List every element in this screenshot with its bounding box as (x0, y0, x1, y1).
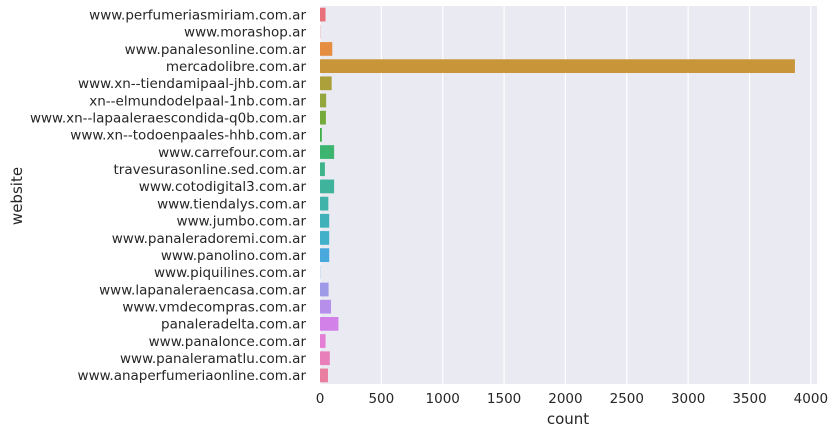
y-tick-label: panaleradelta.com.ar (161, 317, 306, 333)
y-tick-label: www.tiendalys.com.ar (157, 196, 306, 212)
x-tick-label: 500 (368, 391, 394, 407)
y-tick-label: www.panalesonline.com.ar (125, 42, 307, 58)
y-tick-label: www.panaleramatlu.com.ar (120, 351, 306, 367)
bar (320, 282, 329, 297)
bar (320, 110, 326, 125)
y-tick-label: www.vmdecompras.com.ar (122, 299, 306, 315)
x-tick-labels: 0 500 1000 1500 2000 2500 3000 3500 4000 (316, 391, 828, 407)
bar (320, 162, 325, 177)
bar (320, 76, 332, 91)
y-tick-label: xn--elmundodelpaal-1nb.com.ar (89, 93, 306, 109)
y-tick-label: www.xn--lapaaleraescondida-q0b.com.ar (30, 110, 307, 126)
y-tick-labels: www.perfumeriasmiriam.com.ar www.morashop… (30, 7, 307, 384)
bar (320, 213, 330, 228)
y-axis-label: website (8, 167, 26, 225)
x-tick-label: 2500 (610, 391, 644, 407)
y-tick-label: www.lapanaleraencasa.com.ar (99, 282, 306, 298)
bar (320, 42, 333, 56)
y-tick-label: www.xn--tiendamipaal-jhb.com.ar (78, 76, 306, 92)
x-tick-label: 3500 (732, 391, 766, 407)
bar (320, 248, 330, 263)
bar (320, 179, 335, 194)
bar (320, 368, 328, 383)
y-tick-label: travesurasonline.sed.com.ar (114, 162, 307, 178)
bar (320, 93, 327, 108)
bar (320, 316, 339, 331)
y-tick-label: www.jumbo.com.ar (177, 214, 307, 230)
y-tick-label: www.carrefour.com.ar (158, 145, 306, 161)
bar (320, 351, 330, 366)
y-tick-label: www.panolino.com.ar (161, 248, 307, 264)
bar (320, 334, 326, 348)
x-tick-label: 0 (316, 391, 325, 407)
bar (320, 59, 795, 74)
y-tick-label: www.panaleradoremi.com.ar (112, 231, 307, 247)
bar-layer (320, 7, 795, 383)
y-tick-label: www.perfumeriasmiriam.com.ar (89, 7, 306, 23)
y-tick-label: mercadolibre.com.ar (166, 59, 307, 75)
bar (320, 196, 329, 211)
bar (320, 127, 322, 142)
x-tick-label: 1000 (426, 391, 460, 407)
x-tick-label: 3000 (671, 391, 705, 407)
y-tick-label: www.panalonce.com.ar (149, 334, 307, 350)
x-axis-label: count (547, 410, 589, 428)
y-tick-label: www.anaperfumeriaonline.com.ar (78, 368, 307, 384)
y-tick-label: www.xn--todoenpaales-hhb.com.ar (70, 128, 306, 144)
bar (320, 145, 335, 159)
x-tick-label: 1500 (487, 391, 521, 407)
bar (320, 231, 330, 245)
bar (320, 299, 332, 314)
x-tick-label: 4000 (794, 391, 828, 407)
y-tick-label: www.piquilines.com.ar (154, 265, 306, 281)
bar (320, 7, 326, 22)
y-tick-label: www.cotodigital3.com.ar (139, 179, 307, 195)
x-tick-label: 2000 (548, 391, 582, 407)
y-tick-label: www.morashop.ar (184, 25, 306, 41)
